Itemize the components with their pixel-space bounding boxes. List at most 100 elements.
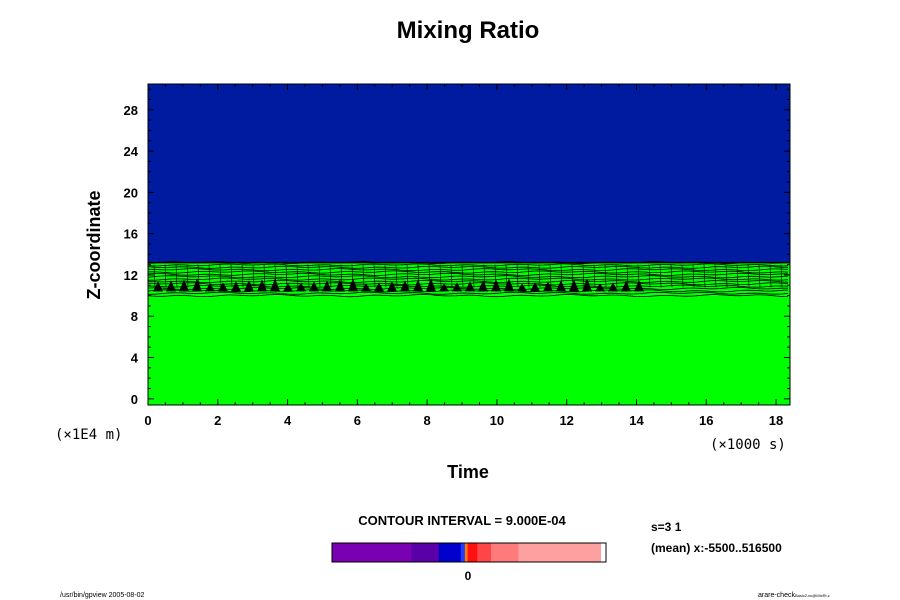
contour-cluster bbox=[374, 282, 384, 292]
x-tick-label: 14 bbox=[629, 413, 644, 428]
contour-line bbox=[148, 291, 789, 295]
contour-cluster bbox=[257, 279, 267, 292]
contour-cluster bbox=[244, 280, 254, 292]
contour-cluster bbox=[582, 278, 592, 292]
contour-line bbox=[147, 279, 789, 283]
colorbar-segment bbox=[411, 543, 440, 562]
contour-cluster bbox=[491, 279, 501, 292]
contour-wiggle bbox=[186, 264, 189, 288]
colorbar-segment bbox=[490, 543, 519, 562]
contour-wiggle bbox=[736, 264, 739, 288]
y-tick-label: 12 bbox=[124, 268, 138, 283]
contour-cluster bbox=[621, 281, 631, 292]
x-tick-label: 4 bbox=[284, 413, 292, 428]
colorbar-segment bbox=[464, 543, 469, 562]
contour-wiggle bbox=[659, 264, 662, 288]
contour-cluster bbox=[218, 282, 228, 292]
contour-cluster bbox=[270, 278, 280, 292]
y-axis-ticks: 0 4 8 12 16 20 24 28 bbox=[124, 88, 790, 407]
contour-cluster bbox=[543, 281, 553, 292]
contour-wiggle bbox=[230, 264, 233, 288]
colorbar-segment bbox=[518, 543, 602, 562]
y-tick-label: 16 bbox=[124, 227, 138, 242]
x-tick-label: 8 bbox=[424, 413, 431, 428]
colorbar-frame bbox=[331, 542, 607, 563]
footer-left: /usr/bin/gpview 2005-08-02 bbox=[60, 592, 145, 599]
contour-cluster bbox=[296, 282, 306, 292]
y-axis-label: Z-coordinate bbox=[84, 190, 104, 299]
contour-cluster bbox=[400, 280, 410, 292]
contour-wiggle bbox=[395, 264, 398, 288]
colorbar-segment bbox=[438, 543, 462, 562]
contour-line bbox=[147, 270, 789, 274]
y-tick-label: 24 bbox=[124, 144, 139, 159]
contour-cluster bbox=[608, 282, 618, 292]
contour-wiggle bbox=[714, 264, 717, 288]
contour-wiggle bbox=[703, 264, 706, 288]
contour-wiggle bbox=[384, 264, 387, 288]
y-tick-label: 20 bbox=[124, 185, 138, 200]
contour-cluster bbox=[192, 278, 202, 292]
contour-wiggle bbox=[538, 264, 541, 288]
contour-wiggle bbox=[318, 264, 321, 288]
contour-cluster bbox=[361, 283, 371, 292]
footer-right: arare-checkBasic2.nc@MixRt,z bbox=[758, 592, 830, 599]
x-tick-label: 10 bbox=[490, 413, 504, 428]
contour-wiggle bbox=[450, 264, 453, 288]
contour-line bbox=[147, 277, 789, 281]
contour-wiggle bbox=[516, 264, 519, 288]
contour-line bbox=[147, 265, 789, 269]
contour-wiggle bbox=[527, 264, 530, 288]
colorbar-segment bbox=[477, 543, 492, 562]
contour-wiggle bbox=[461, 264, 464, 288]
contour-cluster bbox=[335, 279, 345, 292]
contour-wiggle bbox=[406, 264, 409, 288]
colorbar-segment bbox=[460, 543, 466, 562]
contour-cluster bbox=[322, 280, 332, 292]
contour-wiggle bbox=[296, 264, 299, 288]
contour-cluster bbox=[413, 279, 423, 292]
contour-cluster bbox=[465, 281, 475, 292]
contour-wiggle bbox=[593, 264, 596, 288]
y-tick-label: 8 bbox=[131, 309, 138, 324]
contour-wiggle bbox=[626, 264, 629, 288]
contour-wiggle bbox=[252, 264, 255, 288]
contour-cluster bbox=[569, 279, 579, 292]
y-axis-unit: (×1E4 m) bbox=[55, 427, 122, 443]
annotation-mean: (mean) x:-5500..516500 bbox=[651, 541, 782, 555]
contour-wiggle bbox=[769, 264, 772, 288]
footer-right-main: arare-check bbox=[758, 592, 795, 599]
contour-line bbox=[147, 282, 789, 286]
y-tick-label: 4 bbox=[131, 351, 139, 366]
contour-cluster bbox=[348, 278, 358, 292]
colorbar-segment bbox=[467, 543, 478, 562]
plot-area bbox=[147, 83, 791, 406]
x-tick-label: 18 bbox=[769, 413, 783, 428]
contour-cluster bbox=[205, 283, 215, 292]
colorbar-segment bbox=[332, 543, 412, 562]
footer-right-sub: Basic2.nc@MixRt,z bbox=[795, 593, 830, 598]
x-axis-label: Time bbox=[447, 462, 489, 482]
contour-wiggle bbox=[670, 264, 673, 288]
contour-wiggle bbox=[604, 264, 607, 288]
contour-wiggle bbox=[175, 264, 178, 288]
contour-wiggle bbox=[439, 264, 442, 288]
contour-wiggle bbox=[483, 264, 486, 288]
contour-wiggle bbox=[373, 264, 376, 288]
contour-wiggle bbox=[307, 264, 310, 288]
contour-wiggle bbox=[758, 264, 761, 288]
plot-frame bbox=[147, 83, 791, 406]
contour-wiggle bbox=[549, 264, 552, 288]
x-axis-ticks: 0 2 4 6 8 10 12 14 16 18 bbox=[144, 84, 783, 428]
contour-cluster bbox=[478, 280, 488, 292]
contour-cluster bbox=[231, 281, 241, 292]
contour-cluster bbox=[439, 283, 449, 292]
y-tick-label: 28 bbox=[124, 103, 138, 118]
contour-line bbox=[147, 268, 789, 272]
y-tick-label: 0 bbox=[131, 392, 138, 407]
contour-cluster bbox=[517, 283, 527, 292]
contour-cluster bbox=[387, 281, 397, 292]
contour-wiggle bbox=[340, 264, 343, 288]
x-tick-label: 6 bbox=[354, 413, 361, 428]
